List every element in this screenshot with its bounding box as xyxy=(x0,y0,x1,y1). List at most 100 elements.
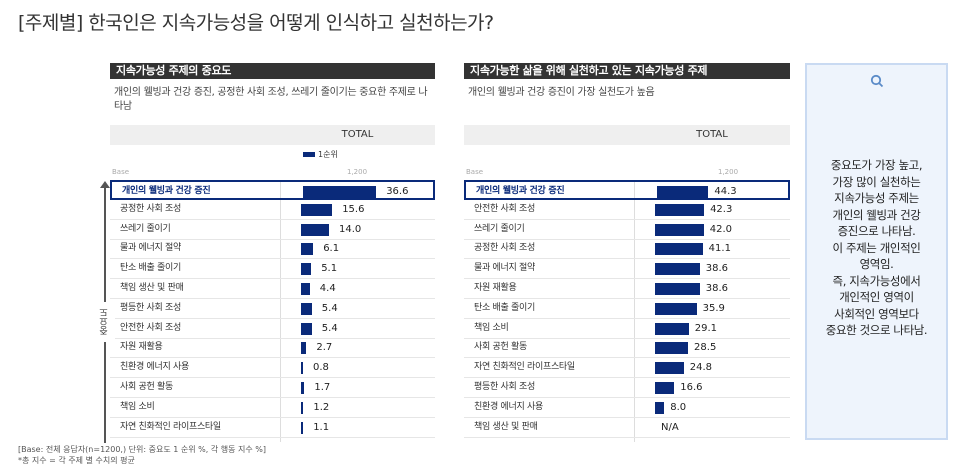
data-label: 4.4 xyxy=(319,283,336,294)
category-label: 쓰레기 줄이기 xyxy=(474,223,525,234)
search-icon xyxy=(807,73,946,92)
table-row: 사회 공헌 활동 1.7 xyxy=(110,378,435,398)
table-row: 안전한 사회 조성 42.3 xyxy=(464,200,790,220)
table-row: 책임 생산 및 판매 4.4 xyxy=(110,279,435,299)
data-label: 41.1 xyxy=(708,243,731,255)
insight-line: 중요한 것으로 나타남. xyxy=(825,323,928,337)
category-label: 자원 재활용 xyxy=(120,342,163,353)
category-label: 쓰레기 줄이기 xyxy=(120,223,171,234)
insight-line: 영역임. xyxy=(859,257,894,271)
data-label: 15.6 xyxy=(342,203,365,215)
category-label: 개인의 웰빙과 건강 증진 xyxy=(476,186,565,196)
data-label: 42.0 xyxy=(709,223,732,235)
table-row: 친환경 에너지 사용 8.0 xyxy=(464,398,790,418)
bar xyxy=(301,263,312,276)
table-row: 친환경 에너지 사용 0.8 xyxy=(110,358,435,379)
bar xyxy=(301,302,312,315)
insight-line: 이 주제는 개인적인 xyxy=(832,240,921,255)
category-label: 책임 소비 xyxy=(120,401,155,412)
table-row: 평등한 사회 조성 5.4 xyxy=(110,299,435,319)
bar xyxy=(657,186,709,198)
panel-subtitle: 개인의 웰빙과 건강 증진이 가장 실천도가 높음 xyxy=(468,87,655,98)
data-label: 1.7 xyxy=(314,382,331,393)
bar xyxy=(655,362,684,375)
table-row: 공정한 사회 조성 41.1 xyxy=(464,239,790,260)
table-row: 안전한 사회 조성 5.4 xyxy=(110,319,435,339)
axis-arrow-icon xyxy=(100,181,110,188)
table-row: 책임 생산 및 판매 N/A xyxy=(464,418,790,438)
category-label: 자원 재활용 xyxy=(474,283,517,293)
category-label: 책임 생산 및 판매 xyxy=(120,283,184,293)
column-header: TOTAL xyxy=(110,125,435,145)
category-label: 안전한 사회 조성 xyxy=(474,203,535,214)
insight-text: 중요도가 가장 높고, 가장 많이 실천하는 지속가능성 주제는 개인의 웰빙과 건강… xyxy=(811,157,942,339)
data-label: 5.4 xyxy=(321,302,338,314)
category-label: 평등한 사회 조성 xyxy=(120,302,181,313)
data-label: 5.1 xyxy=(321,263,338,275)
category-label: 탄소 배출 줄이기 xyxy=(120,263,181,274)
table-row: 책임 소비 1.2 xyxy=(110,398,435,418)
practice-panel: 지속가능한 삶을 위해 실천하고 있는 지속가능성 주제 개인의 웰빙과 건강 … xyxy=(464,63,790,443)
category-label: 안전한 사회 조성 xyxy=(120,322,181,333)
insight-box: 중요도가 가장 높고, 가장 많이 실천하는 지속가능성 주제는 개인의 웰빙과 건강… xyxy=(805,63,948,440)
table-row: 자원 재활용 2.7 xyxy=(110,338,435,359)
bar xyxy=(655,223,704,236)
bar xyxy=(301,322,312,335)
table-row: 쓰레기 줄이기 42.0 xyxy=(464,220,790,240)
bar xyxy=(301,382,305,394)
importance-panel: 지속가능성 주제의 중요도 개인의 웰빙과 건강 증진, 공정한 사회 조성, … xyxy=(110,63,435,443)
bar xyxy=(655,322,689,335)
bar xyxy=(301,223,329,236)
legend: 1순위 xyxy=(303,149,338,160)
base-label: Base xyxy=(466,168,484,176)
footnote-base: [Base: 전체 응답자(n=1200,) 단위: 중요도 1 순위 %, 각… xyxy=(18,445,266,454)
table-row: 쓰레기 줄이기 14.0 xyxy=(110,220,435,240)
table-row: 물과 에너지 절약 6.1 xyxy=(110,239,435,260)
table-row: 사회 공헌 활동 28.5 xyxy=(464,338,790,359)
data-label: 6.1 xyxy=(323,243,340,255)
insight-line: 지속가능성 주제는 xyxy=(834,191,919,205)
table-row: 책임 소비 29.1 xyxy=(464,319,790,339)
table-row: 탄소 배출 줄이기 5.1 xyxy=(110,259,435,280)
bar xyxy=(301,243,314,256)
category-label: 자연 친화적인 라이프스타일 xyxy=(120,421,221,432)
data-label: 36.6 xyxy=(386,186,409,197)
legend-swatch xyxy=(303,152,315,157)
base-value: 1,200 xyxy=(347,168,368,176)
column-header: TOTAL xyxy=(464,125,790,145)
table-row: 공정한 사회 조성 15.6 xyxy=(110,200,435,220)
bar xyxy=(303,186,377,198)
category-label: 공정한 사회 조성 xyxy=(474,243,535,254)
category-label: 사회 공헌 활동 xyxy=(120,382,174,392)
category-label: 친환경 에너지 사용 xyxy=(474,401,543,412)
data-label: 2.7 xyxy=(316,342,333,354)
data-label: 5.4 xyxy=(321,322,338,334)
table-row: 자연 친화적인 라이프스타일 1.1 xyxy=(110,418,435,438)
data-label: 24.8 xyxy=(689,362,713,374)
bar xyxy=(655,203,705,216)
category-label: 물과 에너지 절약 xyxy=(120,243,181,254)
column-divider xyxy=(280,180,281,442)
category-label: 물과 에너지 절약 xyxy=(474,263,535,274)
table-row: 물과 에너지 절약 38.6 xyxy=(464,259,790,280)
column-divider xyxy=(634,180,635,442)
panel-subtitle: 개인의 웰빙과 건강 증진, 공정한 사회 조성, 쓰레기 줄이기는 중요한 주… xyxy=(114,87,428,112)
bar xyxy=(301,362,303,375)
page-title: [주제별] 한국인은 지속가능성을 어떻게 인식하고 실천하는가? xyxy=(18,12,494,34)
data-label: 29.1 xyxy=(694,322,718,334)
table-row: 개인의 웰빙과 건강 증진 36.6 xyxy=(110,180,435,200)
table-row: 탄소 배출 줄이기 35.9 xyxy=(464,299,790,319)
category-label: 개인의 웰빙과 건강 증진 xyxy=(122,186,211,196)
insight-line: 가장 많이 실천하는 xyxy=(832,174,921,189)
table-row: 평등한 사회 조성 16.6 xyxy=(464,378,790,398)
bar xyxy=(301,203,333,216)
data-label: 38.6 xyxy=(705,283,729,294)
insight-line: 개인적인 영역이 xyxy=(839,290,914,304)
category-label: 책임 소비 xyxy=(474,322,509,333)
base-label: Base xyxy=(112,168,130,176)
bar xyxy=(301,401,304,414)
bar xyxy=(655,263,700,276)
insight-line: 사회적인 영역보다 xyxy=(834,306,919,321)
bar xyxy=(655,401,665,414)
data-label: 14.0 xyxy=(339,223,362,235)
